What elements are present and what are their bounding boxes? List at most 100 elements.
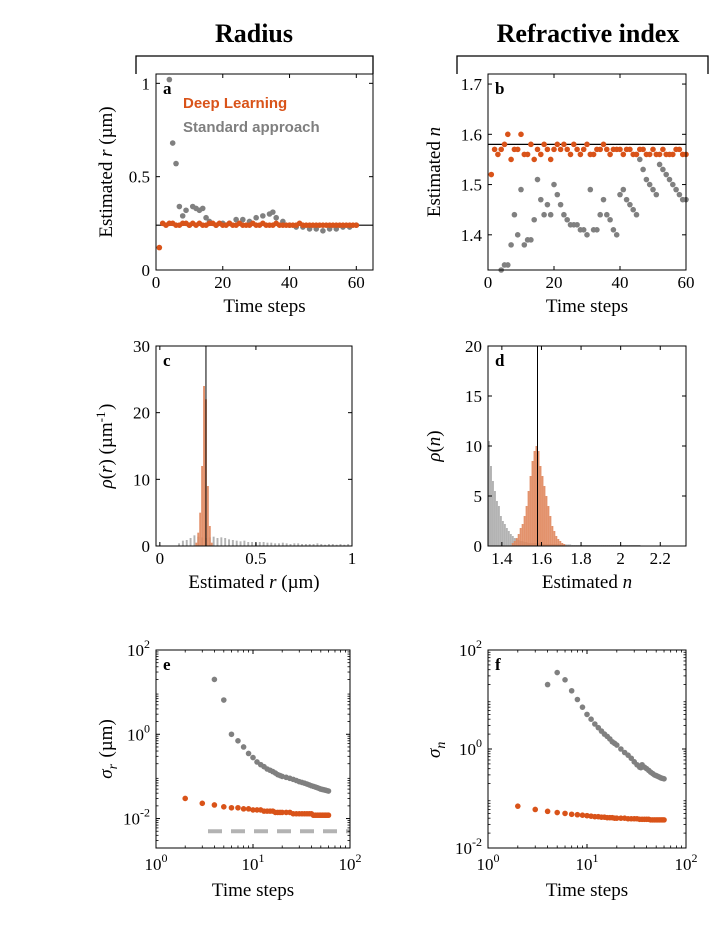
y-tick-label: 100 bbox=[127, 721, 150, 744]
panel-letter: a bbox=[163, 79, 172, 98]
data-point bbox=[245, 750, 252, 757]
legend-entry: Deep Learning bbox=[183, 95, 287, 112]
data-point bbox=[590, 151, 597, 158]
x-tick-label: 2.2 bbox=[650, 549, 671, 568]
y-tick-label: 10-2 bbox=[455, 835, 482, 858]
histogram-bar bbox=[216, 538, 219, 546]
histogram-bar bbox=[178, 543, 181, 546]
data-point bbox=[273, 214, 279, 221]
histogram-bar bbox=[541, 476, 544, 546]
x-tick-label: 1 bbox=[348, 549, 357, 568]
histogram-bar bbox=[489, 466, 492, 546]
series-standard bbox=[544, 669, 667, 782]
y-tick-label: 1.4 bbox=[461, 226, 483, 245]
y-axis-label: Estimated n bbox=[424, 127, 445, 217]
series-standard bbox=[211, 676, 332, 794]
histogram-bar bbox=[545, 496, 548, 546]
data-point bbox=[656, 151, 663, 158]
data-point bbox=[156, 244, 163, 251]
series-standard bbox=[488, 441, 641, 546]
data-point bbox=[495, 151, 501, 158]
histogram-bar bbox=[505, 528, 508, 546]
data-point bbox=[661, 817, 667, 823]
y-tick-label: 0 bbox=[474, 537, 483, 556]
data-point bbox=[547, 156, 554, 163]
legend: Deep Learning Standard approach bbox=[183, 95, 320, 136]
data-point bbox=[640, 166, 646, 173]
data-point bbox=[574, 696, 581, 703]
x-axis-label: Time steps bbox=[546, 296, 628, 317]
data-point bbox=[646, 181, 653, 188]
axes-box bbox=[487, 73, 687, 271]
data-point bbox=[617, 146, 623, 153]
x-tick-label: 20 bbox=[546, 273, 563, 292]
x-tick-label: 0 bbox=[484, 273, 493, 292]
histogram-bar bbox=[537, 451, 540, 546]
x-tick-label: 40 bbox=[612, 273, 629, 292]
histogram-bar bbox=[347, 544, 350, 546]
series-deep-learning bbox=[182, 795, 332, 819]
histogram-bar bbox=[281, 542, 284, 546]
data-point bbox=[245, 806, 252, 812]
histogram-bar bbox=[501, 521, 504, 546]
histogram-bar bbox=[503, 524, 506, 546]
data-point bbox=[554, 191, 561, 198]
histogram-bar bbox=[533, 451, 536, 546]
series-standard bbox=[498, 156, 689, 273]
y-tick-label: 0 bbox=[142, 537, 151, 556]
histogram-bar bbox=[511, 543, 514, 546]
data-point bbox=[666, 176, 673, 183]
histogram-bar bbox=[521, 524, 524, 546]
x-axis-label: Time steps bbox=[546, 880, 628, 901]
data-point bbox=[514, 232, 521, 238]
data-point bbox=[623, 196, 630, 203]
histogram-bar bbox=[559, 541, 562, 546]
data-point bbox=[604, 146, 610, 153]
data-point bbox=[491, 146, 498, 153]
histogram-bar bbox=[212, 536, 215, 546]
data-point bbox=[600, 141, 607, 148]
y-tick-label: 0.5 bbox=[129, 168, 150, 187]
data-point bbox=[211, 676, 218, 683]
data-point bbox=[614, 815, 620, 821]
data-point bbox=[518, 186, 524, 193]
x-axis-label: Time steps bbox=[212, 880, 294, 901]
histogram-bar bbox=[499, 516, 502, 546]
data-point bbox=[562, 677, 568, 683]
x-tick-label: 102 bbox=[675, 851, 698, 874]
data-point bbox=[541, 211, 547, 218]
data-point bbox=[579, 704, 586, 710]
series-deep-learning bbox=[488, 131, 689, 178]
histogram-bar bbox=[247, 542, 250, 546]
data-point bbox=[505, 262, 511, 268]
data-point bbox=[660, 146, 666, 153]
data-point bbox=[532, 806, 539, 813]
data-point bbox=[597, 211, 603, 218]
axes-box bbox=[487, 345, 687, 547]
histogram-bar bbox=[529, 476, 532, 546]
data-point bbox=[554, 669, 560, 676]
panel-letter: b bbox=[495, 79, 504, 98]
legend-entry: Standard approach bbox=[183, 119, 320, 136]
histogram-bar bbox=[339, 544, 342, 546]
histogram-bar bbox=[181, 540, 184, 546]
histogram-bar bbox=[235, 540, 238, 546]
data-point bbox=[240, 744, 247, 750]
data-point bbox=[650, 186, 656, 193]
data-point bbox=[661, 776, 667, 782]
data-point bbox=[501, 141, 508, 148]
data-point bbox=[564, 216, 570, 223]
data-point bbox=[676, 146, 683, 153]
x-tick-label: 40 bbox=[281, 273, 298, 292]
data-point bbox=[568, 687, 575, 694]
x-tick-label: 102 bbox=[339, 851, 362, 874]
data-point bbox=[524, 151, 531, 158]
data-point bbox=[580, 226, 587, 233]
data-point bbox=[613, 232, 620, 238]
histogram-bar bbox=[258, 542, 261, 546]
histogram-bar bbox=[569, 544, 572, 546]
data-point bbox=[607, 151, 613, 158]
data-point bbox=[173, 160, 179, 167]
histogram-bar bbox=[220, 537, 223, 546]
data-point bbox=[579, 812, 586, 818]
